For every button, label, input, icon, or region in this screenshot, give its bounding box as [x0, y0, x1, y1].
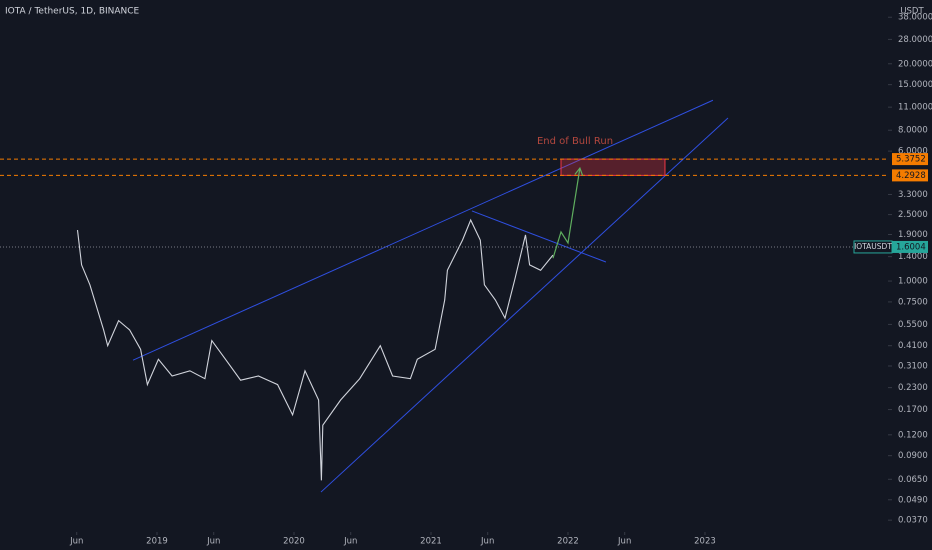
price-line — [76, 218, 554, 481]
x-tick-label: Jun — [69, 537, 83, 547]
x-tick-label: 2020 — [283, 537, 305, 547]
price-level-label: 5.3752 — [896, 155, 926, 165]
y-tick-label: 2.5000 — [898, 210, 928, 220]
y-tick-label: 8.0000 — [898, 126, 928, 136]
x-tick-label: Jun — [206, 537, 220, 547]
y-tick-label: 50.0000 — [898, 0, 932, 3]
y-tick-label: 3.3000 — [898, 190, 928, 200]
current-price-label: 1.6004 — [896, 242, 926, 252]
x-tick-label: 2019 — [146, 537, 168, 547]
y-tick-label: 0.4100 — [898, 341, 928, 351]
chart-title: IOTA / TetherUS, 1D, BINANCE — [5, 7, 140, 17]
trendline — [320, 117, 729, 493]
symbol-label: IOTAUSDT — [854, 242, 892, 251]
trendline — [132, 99, 714, 361]
y-tick-label: 0.5500 — [898, 320, 928, 330]
x-tick-label: 2021 — [420, 537, 442, 547]
y-tick-label: 0.3100 — [898, 361, 928, 371]
y-tick-label: 0.0490 — [898, 495, 928, 505]
y-tick-label: 11.0000 — [898, 103, 932, 113]
unit-label: USDT — [900, 7, 924, 17]
y-tick-label: 28.0000 — [898, 35, 932, 45]
y-tick-label: 0.2300 — [898, 383, 928, 393]
y-tick-label: 0.0900 — [898, 451, 928, 461]
y-tick-label: 38.0000 — [898, 13, 932, 23]
y-tick-label: 6.0000 — [898, 147, 928, 157]
y-tick-label: 0.0370 — [898, 516, 928, 526]
price-level-box — [892, 153, 928, 166]
y-tick-label: 0.0650 — [898, 475, 928, 485]
x-tick-label: Jun — [480, 537, 494, 547]
y-tick-label: 0.7500 — [898, 297, 928, 307]
x-tick-label: 2023 — [694, 537, 716, 547]
y-tick-label: 20.0000 — [898, 59, 932, 69]
annotation: End of Bull Run — [537, 136, 613, 147]
y-tick-label: 0.1200 — [898, 430, 928, 440]
current-price-box — [892, 240, 928, 253]
y-tick-label: 1.9000 — [898, 230, 928, 240]
price-level-label: 4.2928 — [896, 171, 926, 181]
x-tick-label: Jun — [617, 537, 631, 547]
y-tick-label: 15.0000 — [898, 80, 932, 90]
x-tick-label: Jun — [343, 537, 357, 547]
y-tick-label: 1.0000 — [898, 277, 928, 287]
x-tick-label: 2022 — [557, 537, 579, 547]
price-level-box — [892, 169, 928, 182]
y-tick-label: 0.1700 — [898, 405, 928, 415]
trendline — [471, 210, 607, 263]
projection — [552, 168, 581, 259]
projection-arrowhead — [574, 166, 584, 176]
y-tick-label: 1.4000 — [898, 252, 928, 262]
